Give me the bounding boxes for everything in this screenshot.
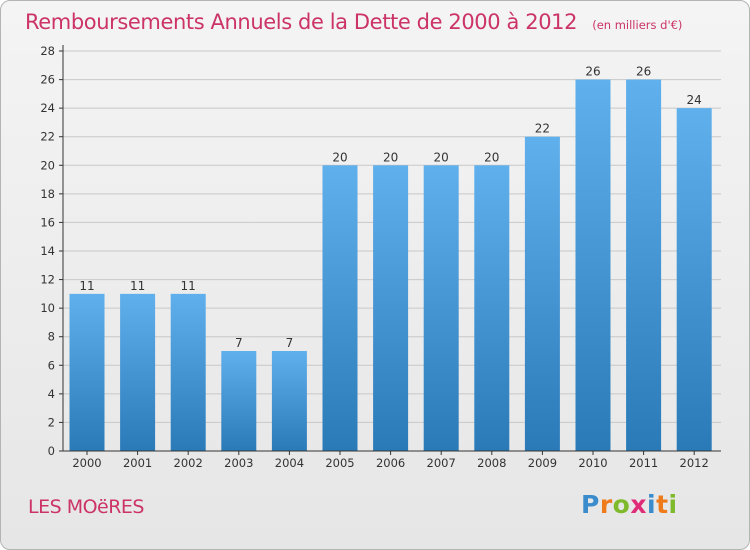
logo-letter: i	[647, 490, 657, 519]
logo-letter: o	[612, 490, 631, 519]
y-tick-label: 0	[48, 444, 55, 458]
chart-title: Remboursements Annuels de la Dette de 20…	[25, 10, 578, 34]
bar	[120, 293, 156, 451]
x-tick-label: 2000	[72, 456, 101, 470]
x-tick-label: 2001	[123, 456, 152, 470]
commune-name: LES MOëRES	[28, 496, 145, 518]
bar	[322, 165, 358, 452]
bar	[524, 136, 560, 451]
y-tick-label: 18	[40, 187, 55, 201]
x-tick-label: 2004	[275, 456, 304, 470]
bar-value-label: 20	[332, 150, 347, 164]
y-tick-label: 16	[40, 215, 55, 229]
logo-letter: i	[668, 490, 678, 519]
x-tick-label: 2008	[477, 456, 506, 470]
bars	[69, 79, 712, 452]
logo-letter: r	[599, 490, 613, 519]
bar	[575, 79, 611, 452]
x-tick-label: 2003	[224, 456, 253, 470]
bar	[626, 79, 662, 452]
y-tick-label: 20	[40, 158, 55, 172]
logo-letter: P	[581, 490, 600, 519]
logo-letter: x	[630, 490, 647, 519]
x-tick-label: 2007	[427, 456, 456, 470]
bar-value-label: 11	[130, 279, 145, 293]
y-tick-label: 28	[40, 44, 55, 58]
bar-value-label: 11	[79, 279, 94, 293]
bar-value-label: 7	[235, 336, 243, 350]
y-tick-label: 2	[48, 415, 55, 429]
title-row: Remboursements Annuels de la Dette de 20…	[25, 10, 682, 34]
x-tick-label: 2009	[528, 456, 557, 470]
bar-value-label: 11	[181, 279, 196, 293]
bar-value-label: 22	[535, 122, 550, 136]
y-tick-label: 4	[48, 387, 55, 401]
logo-letter: t	[656, 490, 669, 519]
labels: 1120001120011120027200372004202005202006…	[40, 44, 708, 470]
bar	[474, 165, 510, 452]
bar-value-label: 26	[585, 65, 600, 79]
x-tick-label: 2005	[325, 456, 354, 470]
y-tick-label: 8	[48, 330, 55, 344]
bar-value-label: 26	[636, 65, 651, 79]
x-tick-label: 2012	[680, 456, 709, 470]
bar	[170, 293, 206, 451]
y-tick-label: 12	[40, 273, 55, 287]
y-tick-label: 6	[48, 358, 55, 372]
y-tick-label: 24	[40, 101, 55, 115]
bar	[373, 165, 409, 452]
bar	[221, 351, 257, 451]
x-tick-label: 2011	[629, 456, 658, 470]
x-tick-label: 2006	[376, 456, 405, 470]
bar	[69, 293, 105, 451]
bar-value-label: 7	[286, 336, 294, 350]
y-tick-label: 22	[40, 130, 55, 144]
bar	[271, 351, 307, 451]
axes	[59, 45, 721, 455]
bar	[423, 165, 459, 452]
chart-subtitle: (en milliers d'€)	[592, 18, 683, 32]
y-tick-label: 10	[40, 301, 55, 315]
y-tick-label: 26	[40, 73, 55, 87]
bar-value-label: 24	[687, 93, 702, 107]
y-tick-label: 14	[40, 244, 55, 258]
bar-value-label: 20	[383, 150, 398, 164]
proxiti-logo: Proxiti	[581, 490, 678, 519]
bar-value-label: 20	[484, 150, 499, 164]
x-tick-label: 2002	[174, 456, 203, 470]
bar	[676, 108, 712, 452]
x-tick-label: 2010	[578, 456, 607, 470]
bar-value-label: 20	[434, 150, 449, 164]
